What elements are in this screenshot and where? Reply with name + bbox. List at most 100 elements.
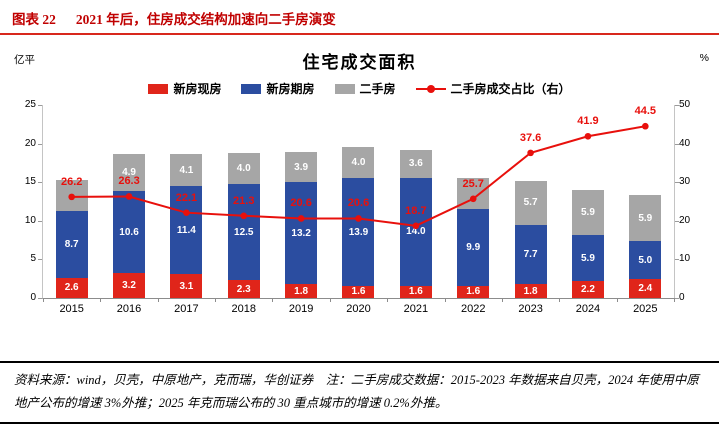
x-axis-tick bbox=[272, 298, 274, 302]
x-axis-tick bbox=[100, 298, 102, 302]
x-axis-label: 2025 bbox=[633, 303, 658, 315]
x-axis-tick bbox=[157, 298, 159, 302]
line-marker-icon bbox=[584, 132, 592, 140]
axis-tick bbox=[675, 259, 679, 261]
line-value-label: 18.7 bbox=[405, 204, 427, 217]
line-marker-icon bbox=[240, 212, 248, 220]
bar-value-label: 4.0 bbox=[236, 162, 251, 174]
x-axis-label: 2016 bbox=[116, 303, 142, 315]
bar-value-label: 1.8 bbox=[294, 285, 309, 297]
bar-value-label: 14.0 bbox=[406, 226, 426, 238]
axis-tick bbox=[38, 259, 42, 261]
line-series bbox=[68, 122, 649, 230]
bar-value-label: 5.9 bbox=[580, 252, 595, 264]
bar-segment: 10.6 bbox=[113, 191, 146, 274]
legend-item: 二手房 bbox=[334, 80, 396, 97]
axis-tick bbox=[675, 220, 679, 222]
bar-column-2025: 2.4 5.0 5.9 2025 bbox=[617, 105, 674, 315]
bar-value-label: 3.9 bbox=[294, 161, 309, 173]
x-axis-label: 2019 bbox=[288, 303, 314, 315]
bar-segment: 3.6 bbox=[399, 149, 432, 178]
bar-segment: 13.2 bbox=[285, 182, 318, 285]
x-axis-label: 2024 bbox=[575, 303, 601, 315]
line-value-label: 20.6 bbox=[347, 197, 370, 210]
axis-tick bbox=[675, 298, 679, 299]
legend-label: 新房现房 bbox=[173, 82, 222, 96]
axis-tick bbox=[675, 105, 679, 106]
bar-segment: 3.9 bbox=[285, 152, 318, 183]
line-value-label: 22.1 bbox=[175, 191, 198, 204]
bar-segment: 1.6 bbox=[399, 285, 432, 298]
x-axis-label: 2015 bbox=[59, 303, 84, 315]
source-note: 资料来源：wind，贝壳，中原地产，克而瑞，华创证券 注：二手房成交数据：201… bbox=[0, 361, 719, 424]
bar-segment: 1.8 bbox=[285, 284, 318, 298]
x-axis-label: 2023 bbox=[518, 303, 543, 315]
left-axis-tick-label: 10 bbox=[24, 214, 36, 226]
left-axis-tick-label: 0 bbox=[30, 292, 36, 303]
right-axis-tick-label: 20 bbox=[679, 214, 691, 226]
x-axis-tick bbox=[501, 298, 503, 302]
figure-title: 2021 年后，住房成交结构加速向二手房演变 bbox=[75, 12, 336, 27]
bar-value-label: 10.6 bbox=[119, 226, 139, 238]
line-value-label: 26.3 bbox=[118, 175, 140, 188]
bar-segment: 7.7 bbox=[514, 224, 547, 285]
bar-column-2023: 1.8 7.7 5.7 2023 bbox=[502, 105, 559, 315]
source-text: 资料来源：wind，贝壳，中原地产，克而瑞，华创证券 注：二手房成交数据：201… bbox=[14, 373, 699, 410]
right-axis-tick-label: 50 bbox=[679, 99, 691, 110]
line-value-label: 37.6 bbox=[519, 131, 542, 144]
axis-tick bbox=[38, 182, 42, 184]
line-value-label: 26.2 bbox=[60, 175, 83, 188]
x-axis-tick bbox=[616, 298, 618, 302]
bar-segment: 5.7 bbox=[514, 180, 547, 225]
bar-segment: 13.9 bbox=[342, 178, 375, 286]
bar-segment: 8.7 bbox=[55, 210, 88, 278]
line-marker-icon bbox=[469, 195, 477, 203]
bar-value-label: 3.2 bbox=[122, 280, 136, 292]
bar-value-label: 8.7 bbox=[64, 238, 79, 250]
bar-value-label: 2.2 bbox=[580, 284, 595, 296]
bar-segment: 2.3 bbox=[227, 280, 260, 298]
bar-value-label: 3.6 bbox=[408, 158, 423, 170]
line-marker-icon bbox=[68, 193, 75, 201]
x-axis-tick bbox=[387, 298, 389, 302]
bar-value-label: 4.1 bbox=[179, 164, 194, 176]
right-axis-unit: % bbox=[699, 52, 709, 64]
line-marker-icon bbox=[183, 209, 190, 216]
legend-item: 新房期房 bbox=[241, 80, 315, 97]
bar-value-label: 1.6 bbox=[408, 286, 423, 298]
bar-segment: 4.0 bbox=[227, 152, 260, 184]
bar-segment: 5.9 bbox=[571, 235, 604, 282]
bar-value-label: 1.6 bbox=[351, 286, 366, 298]
bar-value-label: 5.9 bbox=[638, 212, 653, 224]
bar-value-label: 5.7 bbox=[523, 197, 538, 209]
bar-value-label: 9.9 bbox=[466, 241, 481, 253]
line-value-label: 21.3 bbox=[233, 194, 255, 207]
bar-value-label: 5.9 bbox=[580, 207, 595, 219]
bar-value-label: 4.9 bbox=[122, 167, 136, 179]
x-axis-label: 2022 bbox=[460, 303, 486, 315]
bar-value-label: 1.8 bbox=[523, 285, 538, 297]
right-axis-tick-label: 10 bbox=[679, 253, 691, 265]
bar-column-2015: 2.6 8.7 2015 bbox=[43, 105, 100, 315]
bar-value-label: 1.6 bbox=[466, 286, 481, 298]
legend-label: 二手房成交占比（右） bbox=[450, 82, 571, 96]
legend-swatch-icon bbox=[241, 83, 262, 94]
bar-segment: 5.0 bbox=[629, 240, 662, 280]
bar-segment: 2.2 bbox=[571, 281, 604, 298]
chart-legend: 新房现房 新房期房 二手房 二手房成交占比（右） bbox=[0, 80, 719, 97]
right-axis-tick-label: 40 bbox=[679, 137, 691, 149]
bar-segment: 4.0 bbox=[342, 147, 375, 179]
left-axis-unit: 亿平 bbox=[14, 54, 35, 66]
legend-item: 新房现房 bbox=[148, 80, 221, 97]
x-axis-tick bbox=[444, 298, 446, 302]
axis-tick bbox=[38, 220, 42, 222]
bar-column-2018: 2.3 12.5 4.0 2018 bbox=[215, 105, 272, 315]
left-axis-tick-label: 5 bbox=[30, 253, 36, 265]
x-axis-tick bbox=[43, 298, 44, 302]
x-axis-label: 2017 bbox=[174, 303, 199, 315]
bar-segment: 1.6 bbox=[342, 285, 375, 298]
x-axis-tick bbox=[215, 298, 217, 302]
right-axis-tick-label: 0 bbox=[679, 292, 685, 303]
x-axis-label: 2020 bbox=[346, 303, 371, 315]
bar-column-2019: 1.8 13.2 3.9 2019 bbox=[272, 105, 329, 315]
